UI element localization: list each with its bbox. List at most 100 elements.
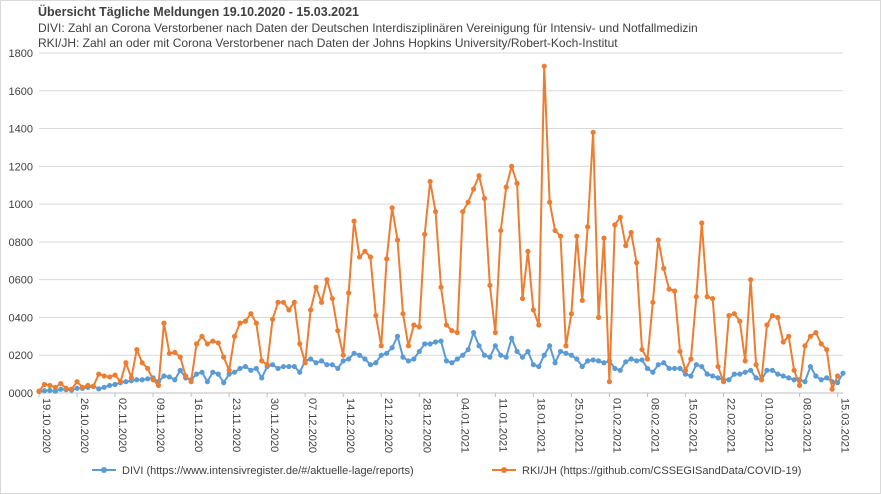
data-point xyxy=(813,373,819,379)
data-point xyxy=(259,358,265,364)
data-point xyxy=(58,386,64,392)
data-point xyxy=(74,385,80,391)
data-point xyxy=(432,209,439,215)
data-point xyxy=(356,352,363,358)
data-point xyxy=(231,333,238,339)
legend-label: RKI/JH (https://github.com/CSSEGISandDat… xyxy=(522,465,801,477)
data-point xyxy=(378,352,384,358)
legend: DIVI (https://www.intensivregister.de/#/… xyxy=(92,465,801,477)
data-point xyxy=(166,350,172,356)
data-point xyxy=(384,350,390,356)
data-point xyxy=(308,307,314,313)
data-point xyxy=(150,377,156,383)
data-point xyxy=(552,227,558,234)
data-point xyxy=(389,205,395,211)
data-point xyxy=(726,312,732,319)
data-point xyxy=(710,295,716,302)
data-point xyxy=(487,282,493,288)
data-point xyxy=(172,377,178,383)
data-point xyxy=(563,350,569,356)
data-point xyxy=(509,163,515,169)
data-point xyxy=(536,363,542,370)
data-point xyxy=(481,352,488,358)
data-point xyxy=(231,369,238,375)
data-point xyxy=(742,369,748,375)
data-point xyxy=(90,383,96,389)
data-point xyxy=(96,386,102,392)
data-point xyxy=(748,367,754,373)
data-point xyxy=(286,363,292,370)
data-point xyxy=(758,377,765,383)
data-point xyxy=(253,320,259,326)
data-point xyxy=(530,362,536,368)
data-point xyxy=(242,318,249,324)
y-axis: 0000 0200 0400 0600 0800 1000 1200 1400 1600 1800 xyxy=(9,48,33,400)
data-point xyxy=(199,369,205,375)
data-point xyxy=(389,345,395,351)
data-point xyxy=(525,248,531,254)
data-point xyxy=(574,233,580,239)
x-tick-label: 19.10.2020 xyxy=(40,398,52,453)
data-point xyxy=(427,341,433,347)
data-point xyxy=(47,387,53,393)
data-point xyxy=(324,362,330,368)
data-point xyxy=(193,341,200,347)
data-point xyxy=(639,346,645,353)
data-point xyxy=(628,356,634,362)
data-point xyxy=(161,320,167,326)
data-point xyxy=(373,312,379,319)
data-point xyxy=(503,184,509,190)
data-point xyxy=(394,237,401,243)
data-point xyxy=(422,231,428,237)
y-tick-label: 1000 xyxy=(9,199,33,211)
data-point xyxy=(824,346,830,353)
data-point xyxy=(807,363,814,370)
data-point xyxy=(411,356,417,362)
x-tick-label: 01.03.2021 xyxy=(763,398,775,453)
data-point xyxy=(183,373,189,379)
data-point xyxy=(329,362,335,368)
y-tick-label: 0200 xyxy=(9,350,33,362)
data-point xyxy=(704,294,710,300)
data-point xyxy=(617,214,623,220)
data-point xyxy=(661,265,667,271)
legend-marker xyxy=(501,467,507,473)
data-point xyxy=(612,365,618,372)
data-point xyxy=(525,348,531,355)
data-point xyxy=(769,312,775,319)
data-point xyxy=(470,329,477,336)
data-point xyxy=(226,367,232,373)
data-point xyxy=(204,379,211,385)
data-point xyxy=(416,348,422,355)
data-point xyxy=(731,371,737,377)
data-point xyxy=(134,346,140,353)
x-axis: 19.10.2020 26.10.2020 02.11.2020 09.11.2020… xyxy=(38,392,851,453)
data-point xyxy=(280,363,287,370)
data-point xyxy=(107,374,113,380)
data-point xyxy=(215,340,221,346)
data-point xyxy=(704,371,710,377)
x-tick-label: 09.11.2020 xyxy=(154,398,166,452)
data-point xyxy=(204,341,211,347)
data-point xyxy=(41,381,48,388)
data-point xyxy=(557,348,564,355)
x-tick-label: 01.02.2021 xyxy=(610,398,622,453)
data-point xyxy=(644,356,651,362)
y-tick-label: 1800 xyxy=(9,48,33,60)
data-point xyxy=(443,322,450,328)
data-point xyxy=(715,363,721,370)
data-point xyxy=(313,360,319,366)
data-point xyxy=(590,129,596,135)
data-point xyxy=(400,311,406,317)
data-point xyxy=(411,322,417,328)
data-point xyxy=(470,186,477,192)
data-point xyxy=(476,343,482,349)
data-point xyxy=(476,173,482,179)
data-point xyxy=(514,348,520,355)
data-point xyxy=(36,388,42,394)
plot-area xyxy=(36,63,846,395)
data-point xyxy=(481,195,488,202)
data-point xyxy=(786,333,792,339)
data-point xyxy=(753,362,759,368)
